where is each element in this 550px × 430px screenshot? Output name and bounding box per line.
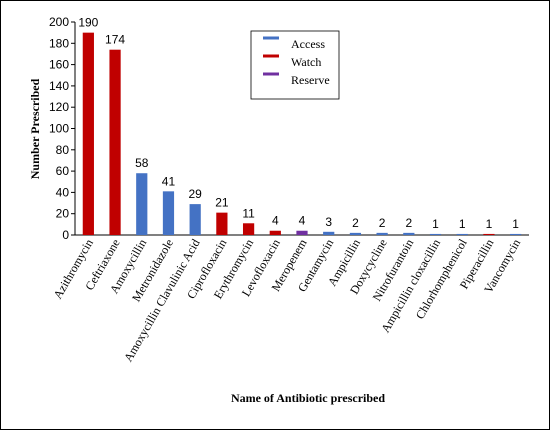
data-label: 1 <box>459 217 466 231</box>
bar-meropenem <box>296 230 308 235</box>
y-tick-label: 80 <box>56 143 70 157</box>
bar-doxycycline <box>376 232 388 235</box>
data-label: 2 <box>405 216 412 230</box>
bar-ampicillin-cloxacillin <box>429 233 442 235</box>
y-tick-label: 0 <box>62 228 69 242</box>
x-axis-title: Name of Antibiotic prescribed <box>231 391 385 405</box>
legend-box <box>250 30 340 100</box>
data-label: 2 <box>379 216 386 230</box>
data-label: 3 <box>325 215 332 229</box>
data-label: 2 <box>352 216 359 230</box>
data-label: 4 <box>299 214 306 228</box>
bar-ceftriaxone <box>109 49 121 235</box>
data-label: 174 <box>105 33 125 47</box>
y-tick-label: 100 <box>49 122 69 136</box>
bar-amoxycillin-clavulinic-acid <box>189 204 201 235</box>
bar-ampicillin <box>349 232 362 235</box>
legend-label-access: Access <box>291 37 325 51</box>
bar-erythromycin <box>242 223 255 235</box>
y-tick-label: 20 <box>56 207 70 221</box>
legend: Access Watch Reserve <box>250 30 340 100</box>
data-label: 41 <box>162 174 176 188</box>
bar-azithromycin <box>82 32 94 236</box>
legend-label-watch: Watch <box>291 55 321 69</box>
data-label: 1 <box>486 217 493 231</box>
legend-label-reserve: Reserve <box>291 73 330 87</box>
bar-metronidazole <box>162 191 175 235</box>
y-tick-label: 180 <box>49 36 69 50</box>
bar-levofloxacin <box>269 230 281 235</box>
y-tick-label: 60 <box>56 164 70 178</box>
data-label: 1 <box>512 217 519 231</box>
bar-ciprofloxacin <box>216 212 228 235</box>
y-tick-label: 120 <box>49 100 69 114</box>
category-label: Azithromycin <box>50 237 95 302</box>
data-label: 1 <box>432 217 439 231</box>
category-labels: AzithromycinCeftriaxoneAmoxycillinMetron… <box>50 236 523 364</box>
y-tick-label: 140 <box>49 79 69 93</box>
bar-piperacillin <box>483 233 495 235</box>
bar-gentamycin <box>323 231 335 235</box>
bar-amoxycillin <box>136 173 148 235</box>
bar-nitrofurantoin <box>403 232 415 235</box>
data-label: 11 <box>242 206 255 220</box>
y-tick-label: 200 <box>49 15 69 29</box>
bar-chlorhomphenicol <box>456 233 468 235</box>
bar-vancomycin <box>510 233 522 235</box>
bar-series <box>82 32 522 236</box>
axes: 0 20 40 60 80 100 120 140 160 180 200 <box>49 15 529 242</box>
data-label: 4 <box>272 214 279 228</box>
y-axis-title: Number Prescribed <box>28 78 42 179</box>
data-label: 29 <box>188 187 202 201</box>
data-label: 190 <box>78 16 98 30</box>
data-label: 21 <box>215 196 229 210</box>
y-tick-label: 160 <box>49 58 69 72</box>
y-tick-label: 40 <box>56 185 70 199</box>
data-label: 58 <box>135 156 149 170</box>
